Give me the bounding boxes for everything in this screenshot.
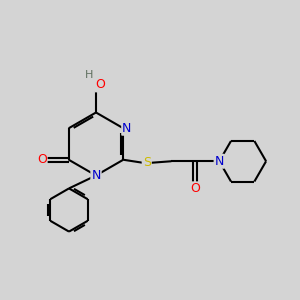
Text: S: S <box>143 156 151 169</box>
Text: O: O <box>96 78 105 92</box>
Text: N: N <box>122 122 132 135</box>
Text: O: O <box>190 182 200 195</box>
Text: O: O <box>37 153 47 166</box>
Text: N: N <box>91 169 101 182</box>
Text: N: N <box>214 155 224 168</box>
Text: H: H <box>85 70 94 80</box>
